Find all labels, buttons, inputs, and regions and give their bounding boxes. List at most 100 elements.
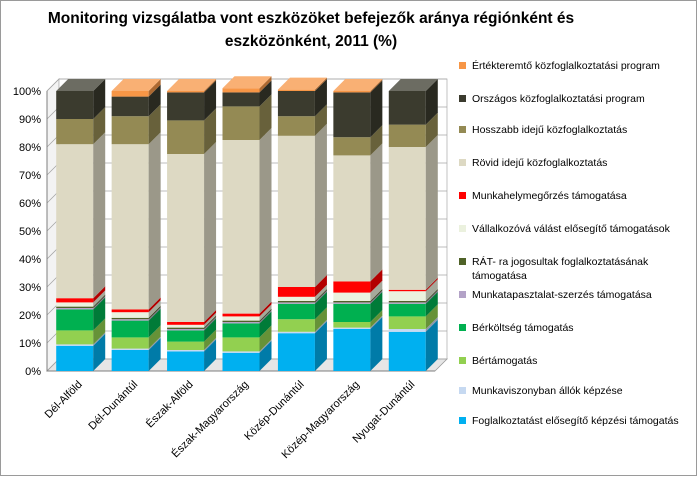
bar-segment xyxy=(167,91,205,93)
x-tick-label: Dél-Alföld xyxy=(43,379,85,421)
bar-segment-side xyxy=(314,77,327,91)
bar-segment xyxy=(56,330,94,345)
y-tick-label: 60% xyxy=(19,198,41,210)
bar-segment-side xyxy=(314,291,327,320)
bar-segment xyxy=(388,331,426,371)
bar-segment xyxy=(388,301,426,303)
bar-segment xyxy=(56,306,94,308)
bar-segment xyxy=(277,89,315,91)
y-tick-label: 40% xyxy=(19,254,41,266)
bar-top-face xyxy=(333,79,383,91)
bar-segment-side xyxy=(259,304,272,321)
bar-segment-side xyxy=(259,301,272,317)
bar-segment xyxy=(56,119,94,145)
bar-segment-side xyxy=(259,80,272,107)
bar-segment-side xyxy=(425,290,438,304)
bar-segment xyxy=(167,351,205,371)
bar-segment-side xyxy=(314,307,327,332)
legend-swatch xyxy=(459,62,466,69)
legend-label: Bérköltség támogatás xyxy=(472,322,574,334)
bar-segment-side xyxy=(370,125,383,156)
bar-segment-side xyxy=(314,79,327,117)
bar-segment-side xyxy=(148,308,161,338)
bar-segment xyxy=(111,320,149,338)
bar-segment-side xyxy=(314,289,327,303)
bar-segment xyxy=(167,350,205,352)
bar-segment-side xyxy=(93,294,106,308)
bar-segment-side xyxy=(204,329,217,350)
bar-segment-side xyxy=(148,132,161,310)
legend-label: Munkaviszonyban állók képzése xyxy=(472,385,623,397)
bar-segment xyxy=(56,302,94,307)
bar-segment xyxy=(277,303,315,320)
bar-segment-side xyxy=(204,317,217,331)
bar-segment-side xyxy=(314,290,327,304)
bar-segment-side xyxy=(148,297,161,313)
bar-segment-side xyxy=(93,296,106,310)
bar-segment xyxy=(333,329,371,371)
bar-top-face xyxy=(222,76,272,89)
bar-segment-side xyxy=(148,305,161,320)
bar-segment xyxy=(111,337,149,349)
bar-segment xyxy=(111,317,149,320)
bar-segment-side xyxy=(314,104,327,136)
legend-swatch xyxy=(459,357,466,364)
bar-segment xyxy=(333,155,371,282)
bar-segment xyxy=(333,322,371,328)
bar-segment xyxy=(333,292,371,301)
y-tick-label: 70% xyxy=(19,170,41,182)
bar-segment xyxy=(222,320,260,322)
bar-segment xyxy=(167,120,205,154)
legend-label: Vállalkozóvá válást elősegítő támogatáso… xyxy=(472,223,670,235)
x-tick-label: Észak-Alföld xyxy=(143,378,195,430)
bar-segment-side xyxy=(370,80,383,138)
bar-segment xyxy=(333,303,371,322)
bar-segment-side xyxy=(93,286,106,303)
bar-segment-side xyxy=(370,315,383,329)
bar-top-face xyxy=(111,79,161,91)
bar-segment-side xyxy=(370,310,383,328)
bar-segment-side xyxy=(425,304,438,329)
bar-segment xyxy=(111,350,149,371)
bar-stack xyxy=(277,77,327,371)
bar-segment-side xyxy=(93,79,106,119)
x-tick-label: Dél-Dunántúl xyxy=(86,379,140,433)
bar-segment xyxy=(222,140,260,314)
bar-segment xyxy=(111,116,149,145)
bar-segment-side xyxy=(93,332,106,346)
bar-segment xyxy=(56,309,94,331)
bar-segment-side xyxy=(204,142,217,322)
bar-segment xyxy=(277,296,315,301)
bar-segment-side xyxy=(259,340,272,371)
bar-segment-side xyxy=(259,308,272,322)
bar-segment xyxy=(167,324,205,328)
bar-segment xyxy=(167,92,205,121)
bar-segment-side xyxy=(370,317,383,371)
legend-swatch xyxy=(459,417,466,424)
bar-top-face xyxy=(388,79,438,91)
bar-segment-side xyxy=(93,318,106,345)
bar-stack xyxy=(222,76,272,371)
legend-swatch xyxy=(459,291,466,298)
bar-segment xyxy=(388,316,426,329)
bar-stack xyxy=(388,79,438,371)
legend-swatch xyxy=(459,159,466,166)
bar-segment-side xyxy=(370,143,383,282)
bar-top-face xyxy=(56,79,106,91)
y-tick-label: 50% xyxy=(19,226,41,238)
bar-segment-side xyxy=(204,338,217,352)
bar-segment xyxy=(222,337,260,352)
bar-segment-side xyxy=(314,275,327,297)
legend-label: Országos közfoglalkoztatási program xyxy=(472,93,645,105)
bar-stack xyxy=(111,79,161,371)
bar-segment-side xyxy=(204,79,217,93)
bar-segment-side xyxy=(259,339,272,353)
legend-label: Hosszabb idejű közfoglalkoztatás xyxy=(472,124,628,136)
legend-swatch xyxy=(459,95,466,102)
bar-segment-side xyxy=(314,319,327,334)
y-tick-label: 30% xyxy=(19,282,41,294)
y-tick-label: 0% xyxy=(25,366,41,378)
bar-segment-side xyxy=(259,310,272,324)
bar-segment-side xyxy=(204,315,217,329)
